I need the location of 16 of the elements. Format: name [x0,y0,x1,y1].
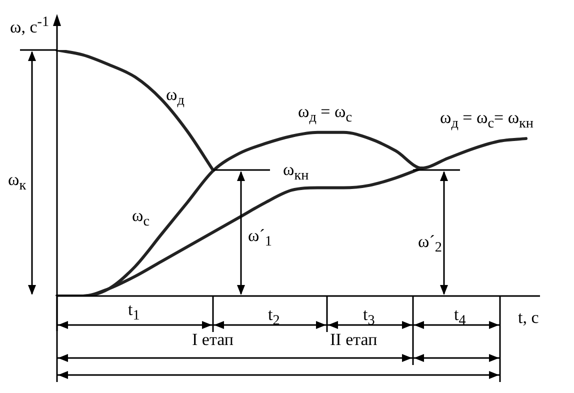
annotation: ω´$_{1}$ [248,226,272,250]
annotation: ω$_{д}$ = ω$_{с}$= ω$_{кн}$ [440,108,534,132]
text: I етап [192,330,234,350]
text: t$_{3}$ [363,305,375,330]
series-label: ω$_{с}$ [132,206,150,230]
series-label: ω$_{д}$ [166,85,184,110]
annotation: ω$_{д}$ = ω$_{с}$ [298,102,352,126]
x-axis-title: t, с [518,308,539,328]
text: II етап [330,330,378,350]
y-axis-title: ω, с$^{-1}$ [10,14,50,38]
series-label: ω$_{кн}$ [283,160,309,184]
text: t$_{4}$ [454,305,466,330]
text: ω$_{к}$ [8,170,26,194]
text: t$_{1}$ [128,300,140,324]
annotation: ω´$_{2}$ [418,232,442,256]
text: t$_{2}$ [268,305,280,330]
